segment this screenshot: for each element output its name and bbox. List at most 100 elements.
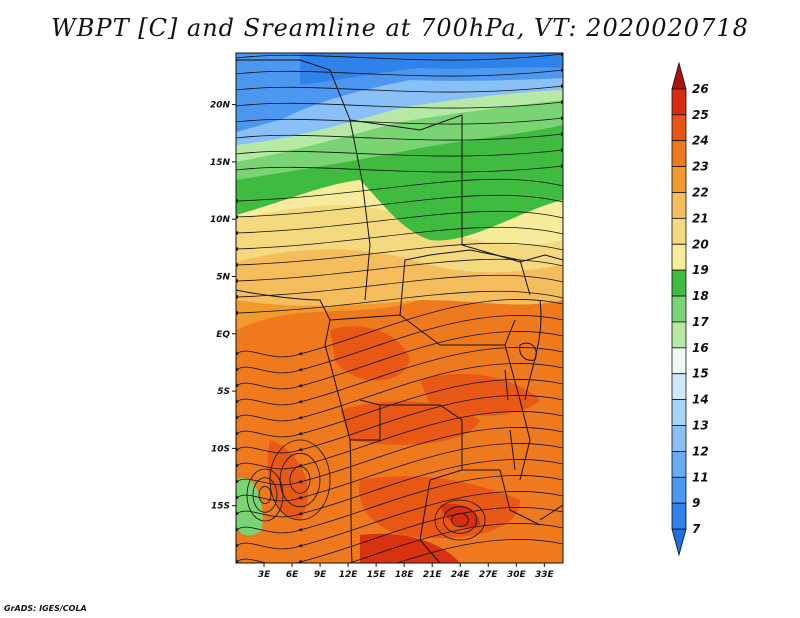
colorbar-label: 22 bbox=[692, 185, 709, 199]
streamline bbox=[236, 331, 563, 390]
colorbar-label: 14 bbox=[692, 393, 709, 407]
wbpt-field-cold bbox=[300, 53, 563, 85]
lon-label: 15E bbox=[367, 570, 387, 580]
lon-axis: 3E 6E 9E 12E 15E 18E 21E 24E 27E 30E 33E bbox=[258, 563, 555, 580]
lat-label: 15N bbox=[210, 158, 231, 168]
lat-label: 10N bbox=[210, 215, 231, 225]
colorbar-label: 26 bbox=[692, 82, 709, 96]
wbpt-field-17 bbox=[236, 95, 563, 180]
streamline-gyre bbox=[451, 512, 469, 528]
streamline bbox=[236, 395, 563, 454]
streamline bbox=[236, 258, 563, 283]
lon-label: 30E bbox=[507, 570, 527, 580]
streamline bbox=[236, 226, 563, 251]
streamline bbox=[236, 100, 563, 109]
lon-label: 18E bbox=[395, 570, 415, 580]
streamline-gyre bbox=[246, 468, 284, 522]
colorbar-swatch bbox=[671, 321, 687, 349]
streamline bbox=[236, 299, 563, 358]
streamline bbox=[236, 507, 563, 563]
colorbar-label: 17 bbox=[692, 315, 709, 329]
colorbar-swatch bbox=[671, 295, 687, 323]
lon-label: 27E bbox=[479, 570, 499, 580]
colorbar-label: 11 bbox=[692, 470, 709, 484]
colorbar-cap-top bbox=[671, 61, 687, 90]
lon-label: 12E bbox=[339, 570, 359, 580]
lat-label: 5N bbox=[216, 272, 230, 282]
colorbar-label: 15 bbox=[692, 367, 709, 381]
colorbar-label: 24 bbox=[692, 134, 709, 148]
colorbar-swatch bbox=[671, 88, 687, 116]
streamline-gyre bbox=[442, 506, 478, 534]
colorbar-label: 21 bbox=[692, 211, 709, 225]
streamline bbox=[236, 148, 563, 157]
lat-label: 5S bbox=[217, 387, 230, 397]
streamline bbox=[236, 290, 563, 315]
colorbar-label: 13 bbox=[692, 419, 709, 433]
lon-label: 3E bbox=[258, 570, 271, 580]
map-panel bbox=[236, 53, 563, 563]
lon-label: 33E bbox=[535, 570, 555, 580]
colorbar-cap-bottom bbox=[671, 528, 687, 557]
streamline bbox=[236, 68, 563, 77]
streamline bbox=[236, 459, 563, 518]
streamline bbox=[236, 443, 563, 502]
streamline bbox=[236, 315, 563, 374]
wbpt-field-16 bbox=[236, 88, 563, 162]
colorbar-swatch bbox=[671, 243, 687, 271]
streamline bbox=[236, 491, 563, 550]
streamline-gyre bbox=[289, 466, 311, 494]
colorbar-swatch bbox=[671, 502, 687, 530]
colorbar-swatch bbox=[671, 373, 687, 401]
streamline bbox=[236, 427, 563, 486]
colorbar-label: 19 bbox=[692, 263, 709, 277]
colorbar-label: 20 bbox=[692, 237, 709, 251]
lon-label: 24E bbox=[451, 570, 471, 580]
streamline bbox=[348, 523, 563, 563]
map-frame bbox=[235, 52, 564, 564]
lon-label: 21E bbox=[423, 570, 443, 580]
streamline bbox=[236, 411, 563, 470]
streamline bbox=[236, 194, 563, 219]
streamline bbox=[236, 164, 563, 173]
colorbar-swatch bbox=[671, 269, 687, 297]
colorbar-swatch bbox=[671, 217, 687, 245]
streamline bbox=[236, 363, 563, 422]
streamline-gyre bbox=[258, 485, 272, 505]
colorbar: 7 9 11 12 13 14 15 16 17 18 19 20 21 22 23 24 25 26 bbox=[671, 61, 709, 557]
colorbar-swatch bbox=[671, 166, 687, 193]
colorbar-label: 23 bbox=[692, 160, 709, 174]
streamline bbox=[396, 539, 563, 563]
streamline bbox=[236, 242, 563, 267]
lakes bbox=[504, 342, 537, 471]
colorbar-label: 25 bbox=[692, 108, 709, 122]
streamline bbox=[236, 178, 563, 203]
streamline bbox=[236, 475, 563, 534]
colorbar-swatch bbox=[671, 425, 687, 452]
lon-label: 6E bbox=[286, 570, 299, 580]
streamline bbox=[236, 210, 563, 235]
streamline bbox=[236, 84, 563, 93]
credit-label: GrADS: IGES/COLA bbox=[4, 604, 87, 613]
colorbar-label: 18 bbox=[692, 289, 709, 303]
wbpt-field-20 bbox=[236, 200, 563, 273]
streamline bbox=[236, 379, 563, 438]
streamlines bbox=[236, 53, 563, 563]
colorbar-label: 9 bbox=[692, 496, 700, 510]
streamline-gyre bbox=[434, 499, 486, 541]
streamline bbox=[236, 347, 563, 406]
country-borders bbox=[236, 59, 563, 563]
lat-label: 20N bbox=[210, 101, 231, 111]
colorbar-label: 12 bbox=[692, 444, 709, 458]
colorbar-swatch bbox=[671, 476, 687, 504]
colorbar-swatch bbox=[671, 451, 687, 478]
lat-label: 10S bbox=[211, 444, 230, 454]
streamline-gyre bbox=[252, 477, 278, 513]
colorbar-label: 16 bbox=[692, 341, 709, 355]
lat-label: 15S bbox=[211, 502, 230, 512]
lon-label: 9E bbox=[314, 570, 327, 580]
colorbar-swatch bbox=[671, 347, 687, 375]
colorbar-swatch bbox=[671, 114, 687, 142]
colorbar-swatch bbox=[671, 140, 687, 167]
